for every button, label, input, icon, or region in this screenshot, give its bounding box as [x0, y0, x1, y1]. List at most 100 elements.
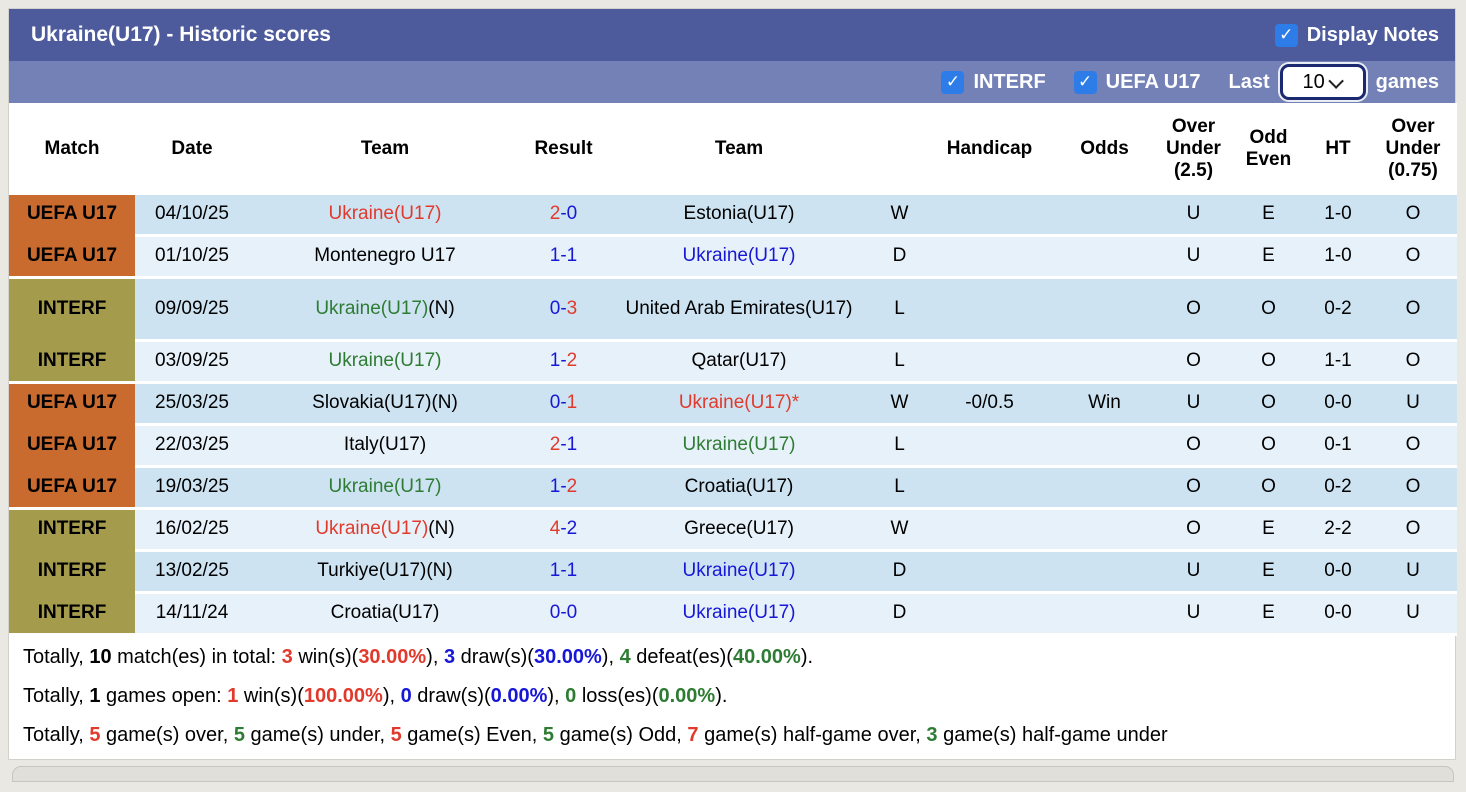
team-away-cell: Ukraine(U17) [606, 237, 872, 279]
text-segment: 2 [549, 203, 561, 225]
last-games-value: 10 [1302, 70, 1325, 93]
text-segment: 2 [549, 434, 561, 456]
text-segment: Ukraine(U17) [328, 476, 442, 498]
text-segment: game(s) half-game under [937, 724, 1168, 746]
text-segment: game(s) Odd, [554, 724, 688, 746]
ht-cell: 2-2 [1307, 510, 1369, 552]
text-segment: draw(s)( [455, 646, 534, 668]
text-segment: 40.00% [732, 646, 801, 668]
team-home-cell: Slovakia(U17)(N) [249, 384, 521, 426]
text-segment: (N) [428, 518, 455, 540]
text-segment: defeat(es)( [630, 646, 733, 668]
over-under-0-75-cell: O [1369, 195, 1457, 237]
over-under-0-75-cell: O [1369, 510, 1457, 552]
over-under-2-5-cell: O [1157, 510, 1230, 552]
historic-scores-table: Match Date Team Result Team Handicap Odds Over U… [9, 103, 1457, 636]
team-home-cell: Croatia(U17) [249, 594, 521, 636]
over-under-2-5-cell: O [1157, 279, 1230, 342]
table-row: INTERF 09/09/25 Ukraine(U17)(N) 0-3 United A… [9, 279, 1457, 342]
odds-cell [1052, 342, 1157, 384]
result-cell: 1-2 [521, 468, 606, 510]
result-cell: 4-2 [521, 510, 606, 552]
odd-even-cell: O [1230, 426, 1307, 468]
wdl-cell: D [872, 594, 927, 636]
odds-cell [1052, 279, 1157, 342]
text-segment: 3 [926, 724, 938, 746]
date-cell: 25/03/25 [135, 384, 249, 426]
text-segment: Ukraine(U17) [682, 434, 796, 456]
odd-even-cell: E [1230, 594, 1307, 636]
uefa-u17-checkbox[interactable]: ✓ [1073, 70, 1097, 94]
text-segment: Estonia(U17) [683, 203, 795, 225]
handicap-cell [927, 426, 1052, 468]
table-row: INTERF 13/02/25 Turkiye(U17)(N) 1-1 Ukraine(… [9, 552, 1457, 594]
text-segment: 30.00% [533, 646, 602, 668]
odds-cell: Win [1052, 384, 1157, 426]
last-label: Last [1228, 70, 1270, 93]
last-games-select[interactable]: 10 [1279, 64, 1366, 100]
team-away-cell: Ukraine(U17) [606, 552, 872, 594]
text-segment: 0 [565, 685, 577, 707]
text-segment: Qatar(U17) [691, 350, 787, 372]
date-cell: 03/09/25 [135, 342, 249, 384]
text-segment: loss(es)( [576, 685, 659, 707]
column-header: HT [1307, 103, 1369, 195]
text-segment: 0-0 [549, 602, 578, 624]
text-segment: -2 [560, 518, 578, 540]
table-body: UEFA U17 04/10/25 Ukraine(U17) 2-0 Estonia(U… [9, 195, 1457, 636]
column-header: Team [249, 103, 521, 195]
result-cell: 2-0 [521, 195, 606, 237]
result-cell: 1-1 [521, 552, 606, 594]
match-badge: UEFA U17 [9, 468, 135, 510]
text-segment: match(es) in total: [111, 646, 282, 668]
handicap-cell: -0/0.5 [927, 384, 1052, 426]
match-badge: INTERF [9, 342, 135, 384]
column-header: Date [135, 103, 249, 195]
text-segment: -1 [560, 434, 578, 456]
ht-cell: 0-2 [1307, 279, 1369, 342]
ht-cell: 1-1 [1307, 342, 1369, 384]
column-header: Team [606, 103, 872, 195]
odds-cell [1052, 594, 1157, 636]
table-row: UEFA U17 04/10/25 Ukraine(U17) 2-0 Estonia(U… [9, 195, 1457, 237]
summary-section: Totally, 10 match(es) in total: 3 win(s)… [9, 636, 1455, 759]
odd-even-cell: O [1230, 279, 1307, 342]
over-under-2-5-cell: U [1157, 195, 1230, 237]
handicap-cell [927, 195, 1052, 237]
text-segment: 0 [400, 685, 412, 707]
text-segment: Ukraine(U17) [328, 350, 442, 372]
text-segment: Ukraine(U17) [328, 203, 442, 225]
text-segment: 4 [549, 518, 561, 540]
odd-even-cell: O [1230, 384, 1307, 426]
display-notes-checkbox[interactable]: ✓ [1274, 23, 1298, 47]
text-segment: win(s)( [238, 685, 304, 707]
wdl-cell: W [872, 510, 927, 552]
column-header: Handicap [927, 103, 1052, 195]
column-header [872, 103, 927, 195]
ht-cell: 0-0 [1307, 384, 1369, 426]
interf-checkbox[interactable]: ✓ [941, 70, 965, 94]
handicap-cell [927, 342, 1052, 384]
display-notes-label: Display Notes [1306, 23, 1439, 46]
text-segment: ), [426, 646, 444, 668]
text-segment: Ukraine(U17) [315, 518, 429, 540]
text-segment: ). [800, 646, 814, 668]
filter-uefa-group: ✓ UEFA U17 [1073, 70, 1201, 94]
table-row: UEFA U17 01/10/25 Montenegro U17 1-1 Ukraine… [9, 237, 1457, 279]
text-segment: Turkiye(U17)(N) [317, 560, 453, 582]
ht-cell: 1-0 [1307, 195, 1369, 237]
text-segment: 5 [233, 724, 245, 746]
ht-cell: 0-0 [1307, 594, 1369, 636]
over-under-0-75-cell: O [1369, 426, 1457, 468]
text-segment: Ukraine(U17) [315, 297, 429, 319]
team-home-cell: Ukraine(U17) [249, 468, 521, 510]
text-segment: Totally, [23, 724, 90, 746]
games-label: games [1375, 70, 1439, 93]
text-segment: Totally, [23, 646, 90, 668]
text-segment: 2 [566, 476, 578, 498]
table-row: UEFA U17 22/03/25 Italy(U17) 2-1 Ukraine(U17… [9, 426, 1457, 468]
match-badge: INTERF [9, 552, 135, 594]
column-header: Odd Even [1230, 103, 1307, 195]
summary-line: Totally, 10 match(es) in total: 3 win(s)… [23, 638, 1455, 677]
over-under-0-75-cell: U [1369, 384, 1457, 426]
